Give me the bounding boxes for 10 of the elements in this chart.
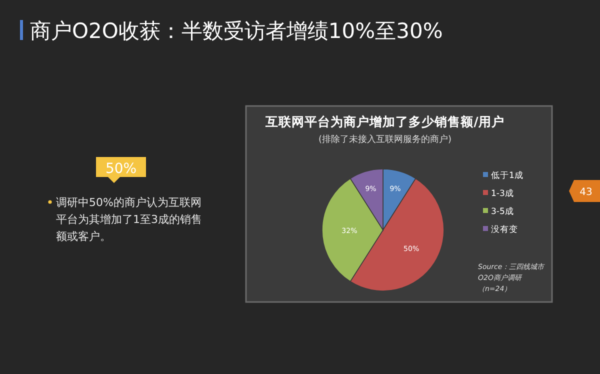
legend-label: 低于1成 xyxy=(491,170,524,181)
text: 43 xyxy=(580,187,592,198)
chart-title: 商户O2O收获：半数受访者增绩10%至30% xyxy=(30,19,443,43)
chart-subtitle: 互联网平台为商户增加了多少销售额/用户 xyxy=(264,114,504,129)
text: (排除了未接入互联网服务的商户) xyxy=(318,134,452,145)
legend-label: 3-5成 xyxy=(491,206,514,217)
legend-label: 没有变 xyxy=(491,224,518,235)
text: 50% xyxy=(105,161,137,177)
text: 调研中50%的商户认为互联网平台为其增加了1至3成的销售额或客户。 xyxy=(56,195,203,245)
legend-label: 1-3成 xyxy=(491,188,514,199)
